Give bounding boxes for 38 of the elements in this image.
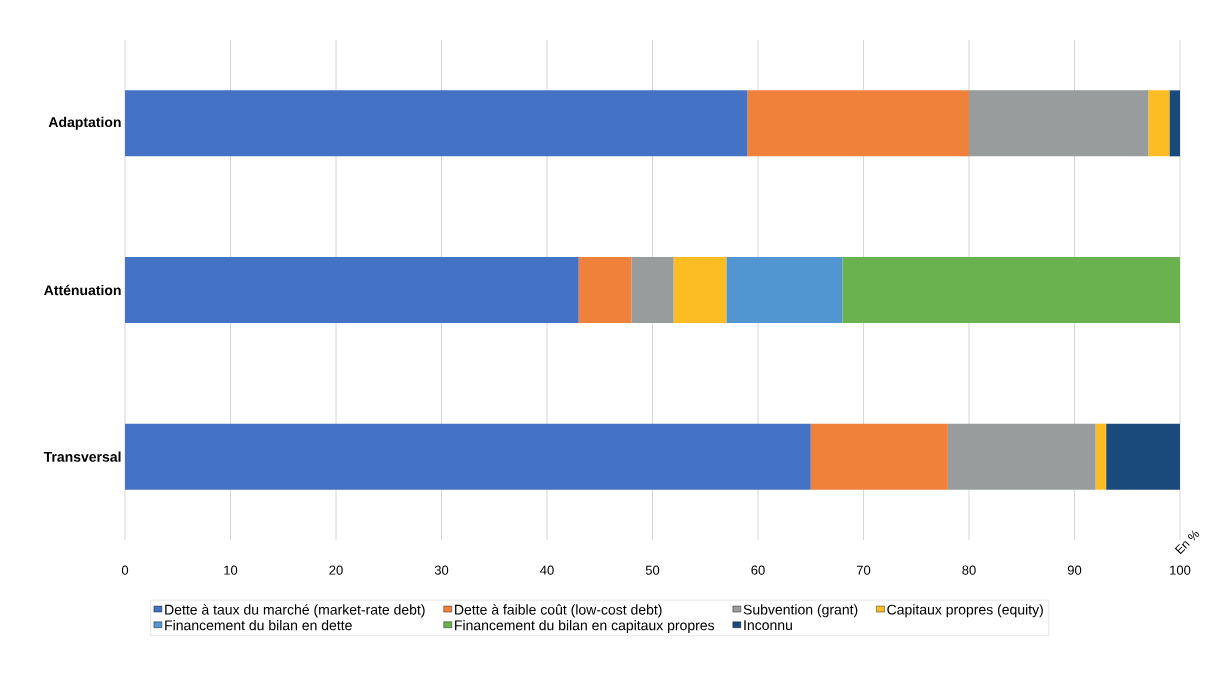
bar (1148, 90, 1170, 157)
bar (747, 90, 969, 157)
bar (578, 257, 632, 323)
x-tick-label: 90 (1067, 565, 1082, 575)
legend-label: Capitaux propres (equity) (887, 604, 1043, 618)
annotation: En % (1174, 530, 1200, 555)
legend-label: Financement du bilan en capitaux propres (455, 620, 715, 634)
y-tick-label: Adaptation (48, 116, 121, 130)
bar (125, 257, 579, 323)
bar (726, 257, 843, 323)
bar (810, 423, 948, 490)
x-tick-label: 50 (645, 565, 660, 575)
x-tick-label: 10 (224, 565, 238, 575)
legend-label: Financement du bilan en dette (165, 620, 352, 631)
legend-label: Inconnu (744, 620, 792, 631)
y-tick-label: Atténuation (44, 284, 121, 296)
bar (1169, 90, 1180, 157)
bar (125, 90, 748, 157)
bar (947, 423, 1096, 490)
bar (125, 423, 811, 490)
x-tick-label: 100 (1170, 565, 1191, 575)
legend-label: Dette à faible coût (low-cost debt) (455, 604, 662, 618)
bar (1095, 423, 1107, 490)
x-tick-label: 30 (434, 565, 449, 575)
bar (1106, 423, 1180, 490)
bar (969, 90, 1149, 157)
x-tick-label: 0 (121, 565, 129, 575)
x-tick-label: 60 (751, 565, 765, 575)
bar (842, 257, 1180, 323)
x-tick-label: 40 (540, 565, 554, 575)
legend-label: Subvention (grant) (743, 604, 858, 618)
legend-label: Dette à taux du marché (market-rate debt) (165, 604, 425, 618)
y-tick-label: Transversal (43, 451, 121, 462)
bar (673, 257, 727, 323)
x-tick-label: 70 (856, 565, 871, 575)
x-tick-label: 20 (329, 565, 343, 575)
x-tick-label: 80 (962, 565, 976, 575)
bar (631, 257, 674, 323)
